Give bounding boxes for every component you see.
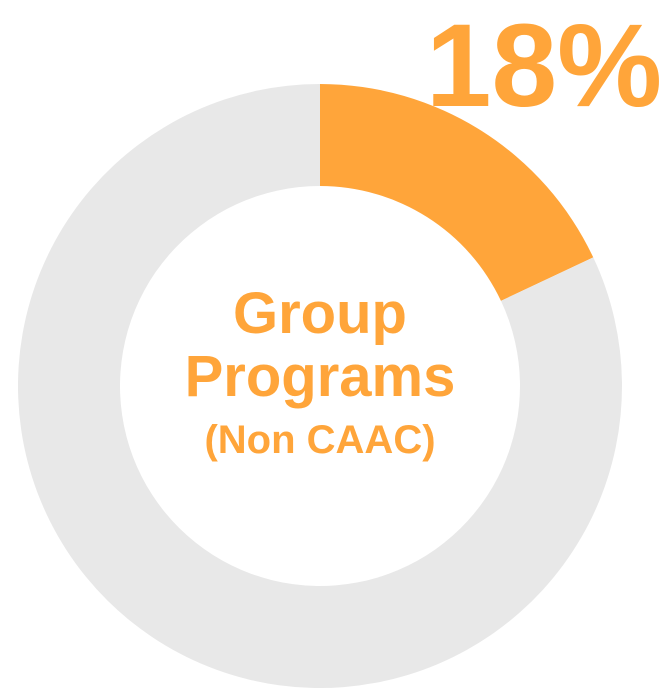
chart-subtitle: (Non CAAC)	[204, 418, 436, 462]
chart-title: Group Programs	[184, 281, 456, 409]
donut-segment	[320, 84, 594, 301]
center-label: Group Programs (Non CAAC)	[170, 282, 470, 470]
value-label: 18%	[426, 0, 662, 132]
donut-segment	[17, 84, 623, 688]
